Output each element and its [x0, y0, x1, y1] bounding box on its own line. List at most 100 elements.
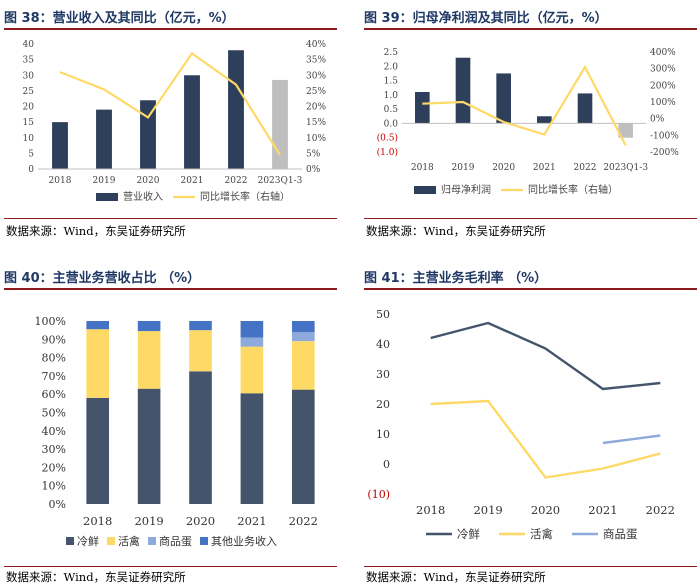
y-tick: 10%	[42, 480, 66, 493]
bar-segment	[240, 393, 264, 504]
x-tick-label: 2020	[186, 514, 215, 528]
x-tick-label: 2020	[492, 163, 515, 173]
y-right-tick: 300%	[650, 65, 676, 75]
series-line	[430, 321, 661, 391]
bar	[496, 73, 511, 124]
legend-swatch-bar	[414, 186, 436, 194]
bar	[228, 50, 244, 169]
bar-segment	[189, 321, 212, 331]
bar-segment	[240, 346, 264, 394]
bar-segment	[291, 331, 315, 342]
bar-segment	[291, 341, 315, 390]
legend-swatch	[107, 537, 115, 545]
legend-label: 其他业务收入	[211, 534, 277, 548]
growth-line	[59, 51, 281, 156]
legend-swatch	[66, 537, 74, 545]
y-right-tick: 40%	[306, 40, 326, 50]
x-tick-label: 2018	[49, 176, 72, 186]
y-left-tick: 10	[23, 134, 35, 144]
y-tick: 100%	[35, 315, 66, 328]
y-left-tick: 25	[23, 87, 35, 97]
source-note: 数据来源：Wind，东吴证券研究所	[6, 570, 186, 584]
legend-swatch-bar	[96, 193, 118, 201]
y-left-tick: (1.0)	[377, 147, 398, 158]
bar	[577, 93, 593, 124]
x-tick-label: 2021	[588, 503, 617, 517]
chart-title: 图 39：归母净利润及其同比（亿元，%）	[364, 11, 608, 26]
figure-38: 图 38：营业收入及其同比（亿元，%） 0 5 10 15 20 25 30 35 40 0% 5%…	[4, 0, 337, 240]
y-left-tick: 40	[23, 40, 35, 50]
source-note: 数据来源：Wind，东吴证券研究所	[6, 224, 186, 238]
bar	[96, 109, 112, 169]
figure-39: 图 39：归母净利润及其同比（亿元，%） (1.0) (0.5) 0.0 0.5 1.0…	[364, 0, 697, 240]
y-left-tick: 20	[23, 103, 35, 113]
x-tick-label: 2020	[137, 176, 160, 186]
y-tick: 30	[376, 368, 390, 381]
title-rule	[4, 288, 337, 290]
y-left-tick: 0.0	[384, 119, 399, 129]
y-tick: 40%	[42, 425, 66, 438]
y-right-tick: 100%	[650, 98, 676, 108]
legend-label: 冷鲜	[77, 534, 99, 548]
y-left-tick: 1.5	[384, 77, 399, 87]
y-tick: 30%	[42, 443, 66, 456]
y-right-tick: -200%	[650, 148, 679, 158]
source-rule	[4, 566, 337, 567]
y-tick: 40	[376, 338, 390, 351]
bar	[415, 92, 430, 124]
x-tick-label: 2018	[411, 163, 434, 173]
y-tick: 70%	[42, 370, 66, 383]
y-right-tick: 0%	[650, 115, 665, 125]
legend-label-line: 同比增长率（右轴）	[200, 190, 290, 203]
title-rule	[364, 288, 697, 290]
x-tick-label: 2022	[574, 163, 597, 173]
y-right-tick: 30%	[306, 71, 326, 81]
bar	[618, 123, 633, 138]
y-right-tick: -100%	[650, 131, 679, 141]
source-rule	[364, 218, 697, 219]
bar-segment	[137, 321, 161, 332]
x-tick-label: 2019	[134, 514, 163, 528]
legend-label: 商品蛋	[159, 534, 192, 548]
y-tick: 80%	[42, 352, 66, 365]
bar	[455, 57, 471, 124]
bar-segment	[137, 331, 161, 389]
bar-segment	[86, 321, 110, 330]
y-left-tick: 0	[28, 165, 34, 175]
x-tick-label: 2022	[289, 514, 318, 528]
y-left-tick: 0.5	[384, 105, 399, 115]
bar-segment	[189, 371, 212, 504]
bar	[140, 100, 156, 169]
growth-line	[422, 64, 627, 146]
title-rule	[4, 28, 337, 30]
series-line	[430, 399, 661, 479]
x-tick-label: 2018	[83, 514, 112, 528]
y-left-tick: (0.5)	[377, 133, 398, 144]
figure-40: 图 40：主营业务营收占比 （%） 0% 10% 20% 30% 40% 50% 60% 70…	[4, 262, 337, 588]
y-tick: 50	[376, 308, 390, 321]
bar-segment	[86, 397, 110, 504]
legend-label-bar: 归母净利润	[441, 183, 491, 196]
chart-title: 图 38：营业收入及其同比（亿元，%）	[4, 11, 235, 26]
bar	[52, 122, 68, 169]
y-left-tick: 2.0	[384, 62, 399, 72]
y-tick: 20%	[42, 461, 66, 474]
legend-label: 冷鲜	[457, 527, 480, 541]
x-tick-label: 2019	[473, 503, 502, 517]
legend-label-bar: 营业收入	[123, 190, 163, 203]
x-tick-label: 2022	[225, 176, 248, 186]
bar-segment	[137, 388, 161, 504]
y-tick: 0	[383, 458, 390, 471]
legend-label: 商品蛋	[603, 527, 638, 541]
chart-title: 图 41：主营业务毛利率 （%）	[364, 271, 548, 286]
bar	[272, 79, 288, 169]
figure-41: 图 41：主营业务毛利率 （%） (10) 0 10 20 30 40 50 2018 2019…	[364, 262, 697, 588]
y-tick: 90%	[42, 333, 66, 346]
chart-title: 图 40：主营业务营收占比 （%）	[4, 271, 201, 286]
y-tick: 50%	[42, 407, 66, 420]
y-tick: 20	[376, 398, 390, 411]
legend-swatch	[200, 537, 208, 545]
bar	[184, 75, 200, 169]
title-rule	[364, 28, 697, 30]
y-tick: 10	[376, 428, 390, 441]
